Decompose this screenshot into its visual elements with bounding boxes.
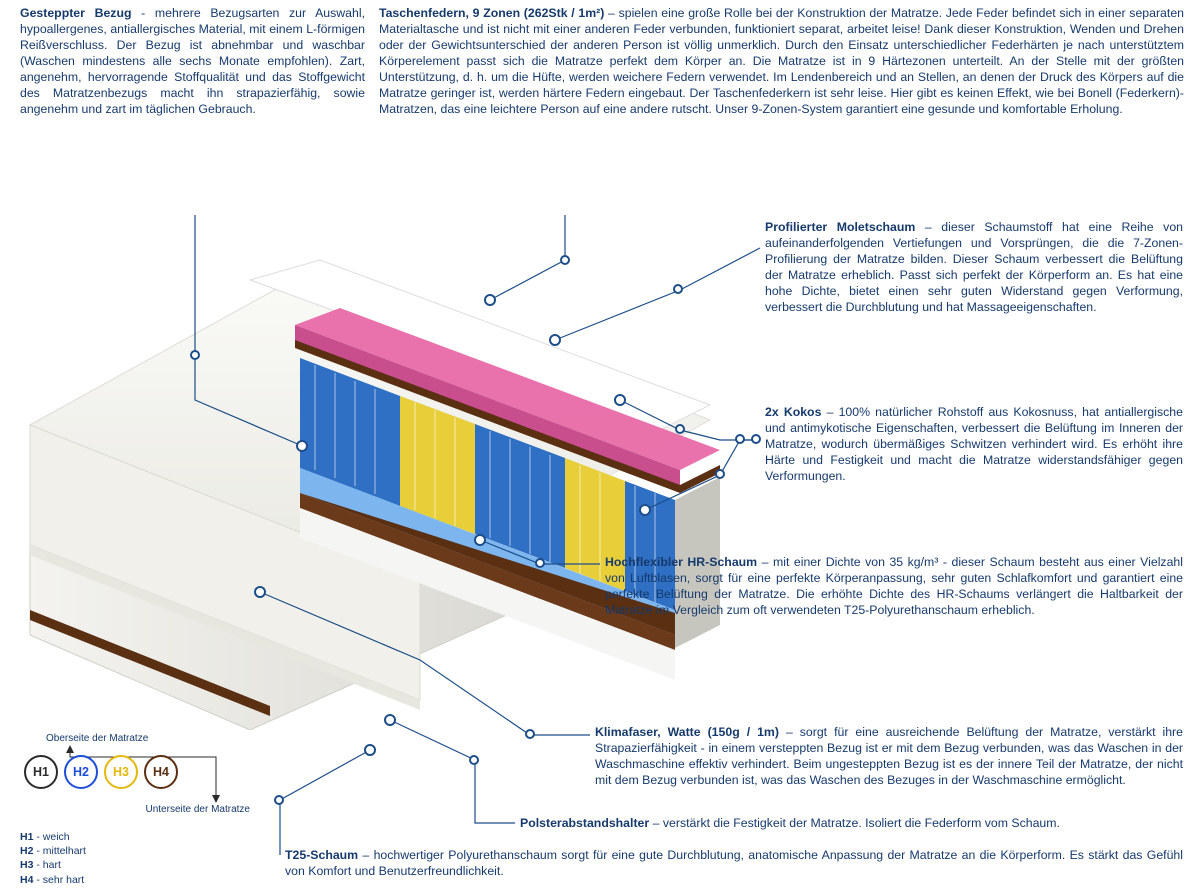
marker-cover: [296, 440, 308, 452]
marker-kokos-j1: [735, 434, 745, 444]
section-kokos: 2x Kokos – 100% natürlicher Rohstoff aus…: [765, 405, 1183, 485]
marker-kokos-a2: [675, 424, 685, 434]
hardness-h2: H2: [64, 755, 98, 789]
section-springs: Taschenfedern, 9 Zonen (262Stk / 1m²) – …: [379, 6, 1184, 118]
hardness-list: H1 - weichH2 - mittelhartH3 - hartH4 - s…: [20, 830, 260, 887]
marker-hr-mid: [535, 558, 545, 568]
marker-kokos-b2: [715, 469, 725, 479]
marker-molet-mid: [673, 284, 683, 294]
marker-molet: [549, 334, 561, 346]
marker-cover-mid: [190, 350, 200, 360]
section-molet: Profilierter Moletschaum – dieser Schaum…: [765, 220, 1183, 316]
springs-text: spielen eine große Rolle bei der Konstru…: [379, 6, 1184, 116]
section-hr: Hochflexibler HR-Schaum – mit einer Dich…: [605, 555, 1183, 619]
marker-polster: [384, 714, 396, 726]
mattress-illustration: [20, 230, 740, 730]
hardness-legend: Oberseite der Matratze H1 H2 H3 H4 Unter…: [20, 732, 260, 887]
hardness-h1: H1: [24, 755, 58, 789]
marker-t25: [364, 744, 376, 756]
hardness-h3: H3: [104, 755, 138, 789]
section-t25: T25-Schaum – hochwertiger Polyurethansch…: [285, 848, 1183, 880]
marker-springs: [484, 294, 496, 306]
springs-title: Taschenfedern, 9 Zonen (262Stk / 1m²): [379, 6, 604, 20]
marker-kokos-j2: [751, 434, 761, 444]
section-polster: Polsterabstandshalter – verstärkt die Fe…: [520, 816, 1183, 832]
marker-kokos-b: [639, 504, 651, 516]
marker-t25-mid: [274, 795, 284, 805]
marker-kokos-a: [614, 394, 626, 406]
marker-springs-mid: [560, 255, 570, 265]
legend-bottom-label: Unterseite der Matratze: [20, 803, 250, 816]
section-klima: Klimafaser, Watte (150g / 1m) – sorgt fü…: [595, 725, 1183, 789]
section-cover: Gesteppter Bezug - mehrere Bezugsarten z…: [20, 6, 365, 118]
legend-top-label: Oberseite der Matratze: [46, 732, 260, 745]
hardness-h4: H4: [144, 755, 178, 789]
cover-title: Gesteppter Bezug: [20, 6, 131, 20]
marker-hr: [474, 534, 486, 546]
hardness-circles: H1 H2 H3 H4: [24, 755, 260, 789]
cover-text: mehrere Bezugsarten zur Auswahl, hypoall…: [20, 6, 365, 116]
marker-polster-mid: [469, 755, 479, 765]
marker-klima-mid: [525, 729, 535, 739]
marker-klima: [254, 586, 266, 598]
